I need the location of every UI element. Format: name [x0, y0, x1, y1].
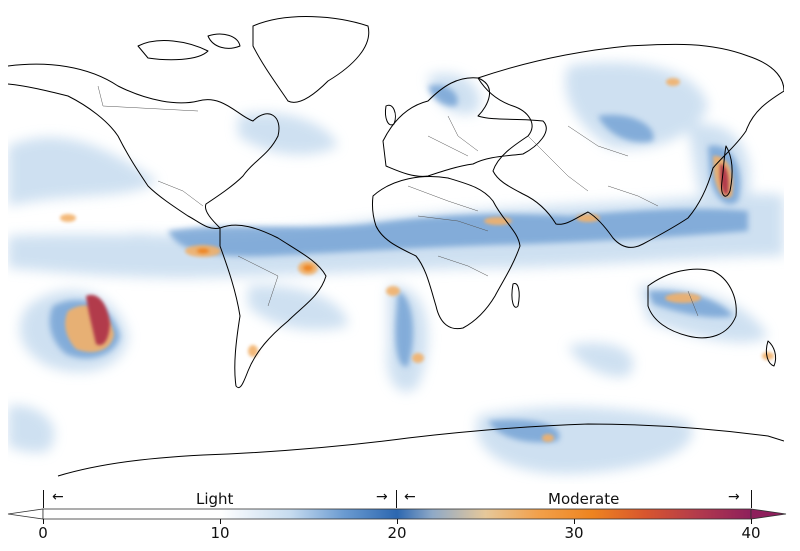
colorbar-tick-label: 20	[387, 524, 407, 542]
japan-outline	[721, 145, 733, 197]
moderate-range-end-bracket	[751, 490, 752, 508]
country-borders	[97, 85, 699, 317]
madagascar-outline	[511, 282, 520, 308]
coastlines	[8, 16, 784, 477]
colorbar-tick-mark	[220, 519, 221, 524]
new-zealand-outline	[765, 340, 777, 367]
moderate-range-left-arrow: ←	[404, 489, 416, 505]
africa-outline	[371, 176, 521, 330]
colorbar-tick-mark	[43, 519, 44, 524]
arctic-islands-outline	[137, 33, 241, 61]
light-range-right-arrow: →	[376, 489, 388, 505]
colorbar-tick-mark	[574, 519, 575, 524]
map-canvas	[8, 16, 784, 477]
light-range-start-bracket	[43, 490, 44, 508]
europe-outline	[382, 77, 547, 177]
moderate-range-start-bracket	[396, 490, 397, 508]
moderate-range-right-arrow: →	[728, 489, 740, 505]
light-range-label: Light	[196, 490, 234, 508]
colorbar-low-extension	[7, 508, 44, 520]
colorbar-body	[42, 508, 752, 520]
antarctica-outline	[57, 423, 784, 477]
colorbar-tick-mark	[751, 519, 752, 524]
moderate-range-label: Moderate	[548, 490, 620, 508]
moderate-rain-core	[86, 164, 729, 346]
colorbar-tick-mark	[397, 519, 398, 524]
uk-outline	[385, 104, 396, 126]
colorbar-tick-label: 40	[741, 524, 761, 542]
precipitation-legend: ← Light → ← Moderate → 0 10 20 30 40	[0, 484, 800, 551]
light-range-left-arrow: ←	[52, 489, 64, 505]
colorbar-tick-label: 10	[210, 524, 230, 542]
asia-outline	[477, 43, 784, 248]
australia-outline	[647, 268, 737, 339]
south-america-outline	[219, 224, 327, 389]
precipitation-map	[8, 6, 784, 484]
north-america-outline	[8, 63, 280, 230]
light-rain-field	[8, 62, 784, 474]
colorbar-tick-label: 0	[38, 524, 48, 542]
colorbar-high-extension	[750, 508, 787, 520]
greenland-outline	[252, 16, 370, 103]
colorbar-tick-label: 30	[564, 524, 584, 542]
